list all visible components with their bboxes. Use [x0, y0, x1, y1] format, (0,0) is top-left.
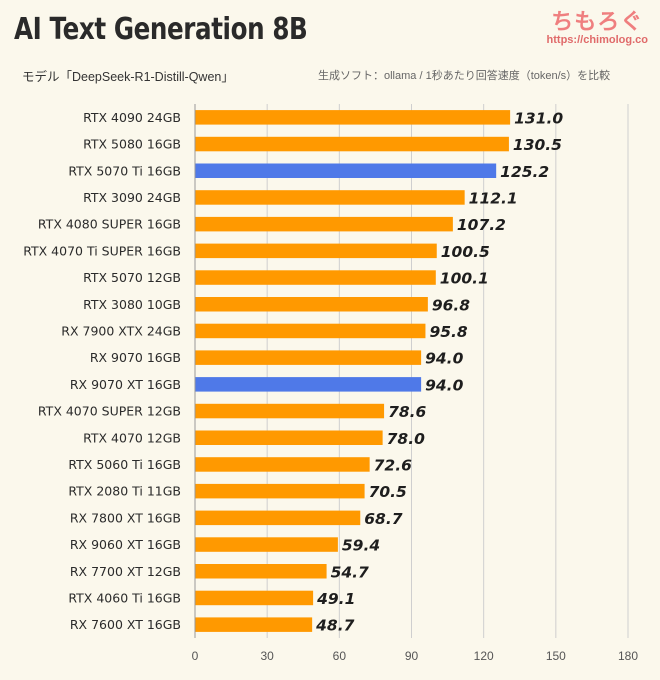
- category-label: RX 7600 XT 16GB: [70, 617, 181, 632]
- value-label: 48.7: [315, 617, 354, 635]
- bar: [195, 136, 509, 152]
- category-label: RX 9060 XT 16GB: [70, 537, 181, 552]
- bar: [195, 216, 453, 232]
- bar: [195, 617, 313, 632]
- category-label: RX 7800 XT 16GB: [70, 510, 181, 525]
- category-label: RTX 5080 16GB: [83, 137, 181, 152]
- x-tick-label: 0: [192, 649, 199, 663]
- bar: [195, 537, 338, 552]
- category-label: RTX 3090 24GB: [83, 190, 181, 205]
- value-label: 100.1: [440, 270, 489, 288]
- category-label: RTX 4090 24GB: [83, 110, 181, 125]
- value-label: 78.6: [388, 403, 426, 421]
- value-label: 130.5: [513, 136, 562, 154]
- value-label: 94.0: [425, 376, 463, 394]
- bar: [195, 270, 436, 285]
- category-label: RTX 4070 12GB: [83, 430, 181, 445]
- bar: [195, 483, 365, 499]
- value-label: 94.0: [425, 350, 463, 368]
- chart-subtitle: モデル「DeepSeek-R1-Distill-Qwen」: [22, 70, 234, 84]
- bar: [195, 110, 511, 125]
- category-label: RX 7700 XT 12GB: [70, 564, 181, 579]
- bar: [195, 457, 370, 472]
- value-label: 100.5: [441, 243, 490, 261]
- category-label: RTX 5070 12GB: [83, 270, 181, 285]
- x-tick-label: 90: [405, 649, 419, 663]
- bar: [195, 377, 422, 392]
- bar: [195, 323, 426, 339]
- x-tick-label: 60: [333, 649, 347, 663]
- bar: [195, 403, 385, 419]
- brand-name: ちもろぐ: [551, 9, 644, 34]
- bar: [195, 564, 327, 579]
- value-label: 131.0: [514, 109, 563, 127]
- value-label: 49.1: [316, 590, 355, 608]
- category-label: RX 7900 XTX 24GB: [61, 323, 181, 338]
- value-label: 68.7: [364, 510, 402, 528]
- bar: [195, 510, 361, 526]
- chart-note: 生成ソフト：ollama / 1秒あたり回答速度（token/s）を比較: [318, 70, 611, 82]
- value-label: 72.6: [374, 456, 412, 474]
- value-label: 54.7: [331, 563, 369, 581]
- category-label: RTX 4080 SUPER 16GB: [38, 217, 181, 232]
- category-label: RTX 5070 Ti 16GB: [68, 163, 181, 178]
- category-label: RTX 5060 Ti 16GB: [68, 457, 181, 472]
- category-label: RTX 4070 Ti SUPER 16GB: [23, 243, 181, 258]
- brand-url: https://chimolog.co: [546, 34, 648, 46]
- bar: [195, 590, 314, 606]
- chart-title: AI Text Generation 8B: [14, 12, 308, 47]
- bar: [195, 430, 383, 445]
- x-tick-label: 180: [618, 649, 638, 663]
- value-label: 78.0: [387, 430, 425, 448]
- bar: [195, 350, 422, 365]
- x-tick-label: 120: [474, 649, 494, 663]
- category-label: RX 9070 16GB: [90, 350, 181, 365]
- value-label: 70.5: [369, 483, 407, 501]
- bar: [195, 297, 428, 312]
- bar: [195, 163, 497, 178]
- value-label: 107.2: [457, 216, 506, 234]
- value-label: 59.4: [342, 537, 380, 555]
- category-label: RTX 4070 SUPER 12GB: [38, 404, 181, 419]
- x-tick-label: 30: [260, 649, 274, 663]
- category-label: RTX 2080 Ti 11GB: [68, 484, 181, 499]
- bar: [195, 190, 465, 205]
- category-label: RX 9070 XT 16GB: [70, 377, 181, 392]
- brand-logo: ちもろぐ https://chimolog.co: [547, 4, 648, 46]
- value-label: 112.1: [469, 189, 518, 207]
- x-tick-label: 150: [546, 649, 566, 663]
- category-label: RTX 4060 Ti 16GB: [68, 590, 181, 605]
- bar: [195, 243, 437, 259]
- value-label: 95.8: [429, 323, 467, 341]
- value-label: 125.2: [500, 163, 549, 181]
- value-label: 96.8: [432, 296, 470, 314]
- category-label: RTX 3080 10GB: [83, 297, 181, 312]
